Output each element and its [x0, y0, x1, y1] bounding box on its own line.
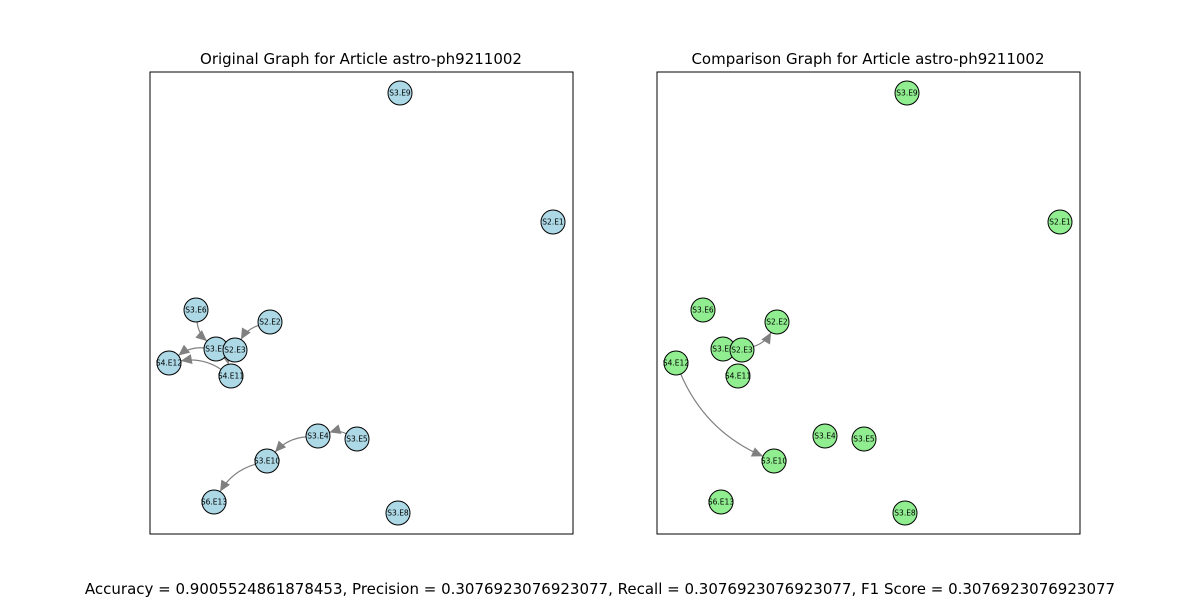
node-label: S4.E12 [663, 359, 689, 368]
node-label: S3.E5 [346, 435, 368, 444]
node-label: S2.E1 [1049, 218, 1071, 227]
graph-node: S2.E3 [222, 337, 248, 363]
graph-node: S4.E12 [156, 350, 182, 376]
node-label: S4.E11 [725, 372, 751, 381]
graph-node: S2.E2 [257, 309, 283, 335]
arrowhead-S2.E2-to-S2.E3 [240, 327, 251, 340]
arrowhead-S3.E5-to-S3.E4 [329, 424, 342, 434]
node-label: S3.E4 [814, 432, 836, 441]
graph-node: S2.E1 [1047, 209, 1073, 235]
graph-node: S3.E8 [385, 500, 411, 526]
original-graph-title: Original Graph for Article astro-ph92110… [200, 50, 522, 68]
node-circle [729, 337, 755, 363]
arrowhead-S2.E3-to-S2.E2 [761, 332, 772, 345]
node-circle [764, 309, 790, 335]
comparison-graph-frame [656, 71, 1081, 535]
graph-node: S3.E6 [690, 297, 716, 323]
node-label: S3.E6 [692, 306, 714, 315]
graph-node: S3.E5 [344, 426, 370, 452]
node-label: S2.E2 [259, 318, 281, 327]
node-label: S3.E7 [205, 345, 227, 354]
node-label: S2.E3 [224, 346, 246, 355]
node-circle [156, 350, 182, 376]
node-circle [892, 500, 918, 526]
node-circle [708, 489, 734, 515]
graph-node: S4.E11 [725, 363, 751, 389]
node-circle [1047, 209, 1073, 235]
edge-S4.E12-to-S3.E10 [680, 373, 764, 457]
graph-node: S2.E3 [729, 337, 755, 363]
graph-node: S2.E2 [764, 309, 790, 335]
node-circle [385, 500, 411, 526]
node-label: S3.E9 [896, 89, 918, 98]
graph-node: S3.E9 [387, 80, 413, 106]
node-circle [540, 209, 566, 235]
graph-node: S3.E9 [894, 80, 920, 106]
original-graph-frame [149, 71, 574, 535]
node-label: S2.E2 [766, 318, 788, 327]
node-circle [254, 448, 280, 474]
node-label: S3.E6 [185, 306, 207, 315]
original-graph-panel: Original Graph for Article astro-ph92110… [149, 50, 574, 535]
node-label: S2.E3 [731, 346, 753, 355]
node-label: S3.E5 [853, 435, 875, 444]
graph-node: S3.E5 [851, 426, 877, 452]
node-label: S3.E10 [254, 457, 280, 466]
graph-node: S3.E10 [254, 448, 280, 474]
arrowhead-S4.E11-to-S4.E12 [180, 354, 193, 364]
node-circle [257, 309, 283, 335]
node-label: S4.E11 [218, 372, 244, 381]
comparison-graph-title: Comparison Graph for Article astro-ph921… [691, 50, 1044, 68]
node-circle [851, 426, 877, 452]
node-label: S3.E9 [389, 89, 411, 98]
arrowhead-S3.E4-to-S3.E10 [275, 440, 287, 453]
node-circle [201, 489, 227, 515]
node-label: S6.E13 [201, 498, 227, 507]
comparison-graph-panel: Comparison Graph for Article astro-ph921… [656, 50, 1081, 535]
node-circle [894, 80, 920, 106]
graph-node: S4.E12 [663, 350, 689, 376]
node-circle [663, 350, 689, 376]
node-circle [725, 363, 751, 389]
arrowhead-S3.E10-to-S6.E13 [220, 479, 230, 492]
node-circle [218, 363, 244, 389]
graph-node: S3.E6 [183, 297, 209, 323]
graph-node: S2.E1 [540, 209, 566, 235]
arrowhead-S3.E7-to-S4.E12 [178, 344, 191, 356]
node-label: S6.E13 [708, 498, 734, 507]
graph-node: S6.E13 [708, 489, 734, 515]
node-circle [812, 423, 838, 449]
node-circle [690, 297, 716, 323]
graph-node: S3.E8 [892, 500, 918, 526]
node-label: S3.E8 [387, 509, 409, 518]
comparison-graph-edges [680, 332, 772, 457]
metrics-footer: Accuracy = 0.9005524861878453, Precision… [85, 580, 1115, 598]
node-label: S2.E1 [542, 218, 564, 227]
node-circle [761, 448, 787, 474]
graph-node: S3.E10 [761, 448, 787, 474]
graph-node: S4.E11 [218, 363, 244, 389]
graph-node: S3.E4 [305, 423, 331, 449]
node-label: S3.E10 [761, 457, 787, 466]
node-circle [387, 80, 413, 106]
node-circle [305, 423, 331, 449]
node-label: S3.E7 [712, 345, 734, 354]
node-label: S3.E8 [894, 509, 916, 518]
arrowhead-S4.E12-to-S3.E10 [750, 447, 763, 457]
graph-node: S3.E4 [812, 423, 838, 449]
arrowhead-S3.E6-to-S3.E7 [195, 330, 207, 342]
node-circle [183, 297, 209, 323]
graph-node: S6.E13 [201, 489, 227, 515]
node-circle [222, 337, 248, 363]
node-circle [344, 426, 370, 452]
node-label: S3.E4 [307, 432, 329, 441]
node-label: S4.E12 [156, 359, 182, 368]
